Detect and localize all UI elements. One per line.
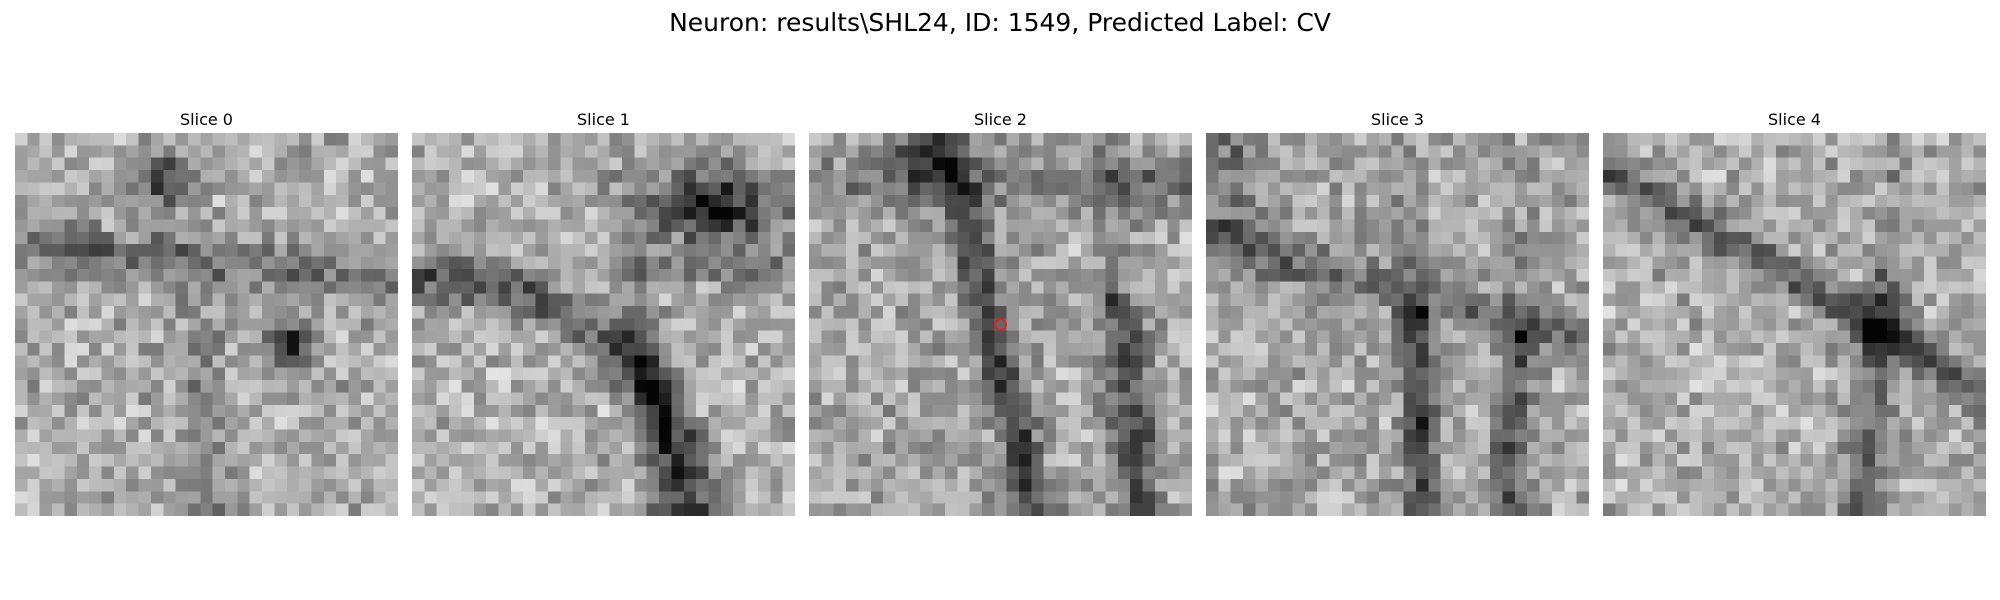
slice-title: Slice 0 bbox=[180, 110, 233, 129]
figure-title: Neuron: results\SHL24, ID: 1549, Predict… bbox=[669, 8, 1331, 37]
slice-panel-0: Slice 0 bbox=[15, 108, 398, 516]
slice-title: Slice 2 bbox=[974, 110, 1027, 129]
slice-panel-2: Slice 2 bbox=[809, 108, 1192, 516]
slice-image bbox=[1206, 133, 1589, 516]
slice-image bbox=[15, 133, 398, 516]
slice-panel-4: Slice 4 bbox=[1603, 108, 1986, 516]
slice-panel-1: Slice 1 bbox=[412, 108, 795, 516]
neuron-marker-icon bbox=[994, 318, 1007, 331]
slice-title: Slice 1 bbox=[577, 110, 630, 129]
slice-image bbox=[1603, 133, 1986, 516]
slice-panel-3: Slice 3 bbox=[1206, 108, 1589, 516]
slice-image bbox=[412, 133, 795, 516]
slice-title: Slice 4 bbox=[1768, 110, 1821, 129]
slice-title: Slice 3 bbox=[1371, 110, 1424, 129]
